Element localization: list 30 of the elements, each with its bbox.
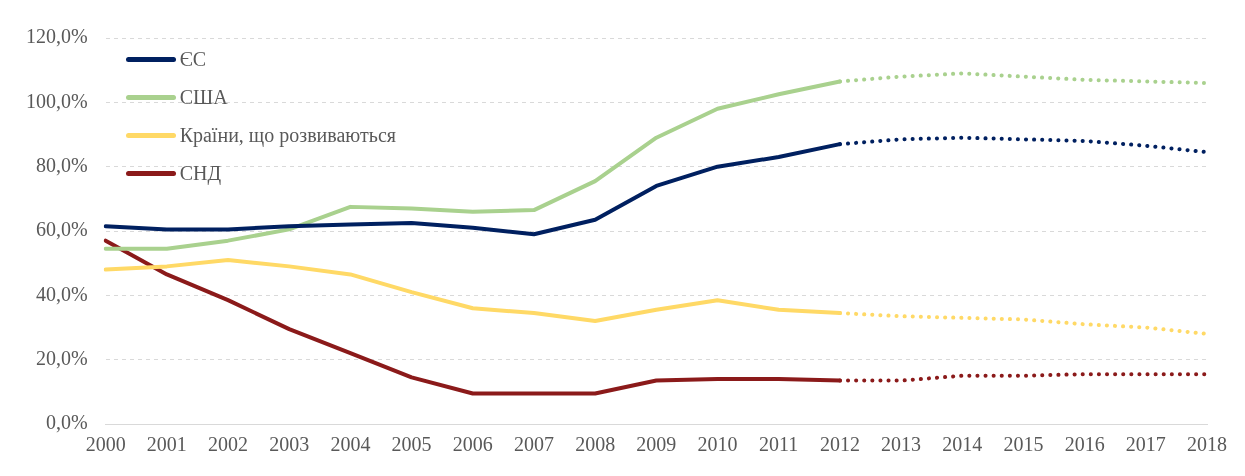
y-tick-label: 80,0% xyxy=(35,153,88,176)
x-tick-label: 2014 xyxy=(942,433,983,456)
x-tick-label: 2003 xyxy=(269,433,310,456)
y-tick-label: 120,0% xyxy=(25,25,88,48)
x-tick-label: 2018 xyxy=(1187,433,1227,456)
x-tick-label: 2017 xyxy=(1125,433,1166,456)
y-tick-label: 0,0% xyxy=(45,411,88,434)
x-tick-label: 2011 xyxy=(759,433,799,456)
x-tick-label: 2005 xyxy=(391,433,432,456)
x-tick-label: 2000 xyxy=(85,433,126,456)
x-tick-label: 2013 xyxy=(881,433,922,456)
x-tick-label: 2001 xyxy=(146,433,187,456)
x-tick-label: 2015 xyxy=(1003,433,1044,456)
x-tick-label: 2012 xyxy=(819,433,860,456)
legend-label: Країни, що розвиваються xyxy=(179,123,396,147)
legend-label: СНД xyxy=(179,161,222,185)
x-tick-label: 2009 xyxy=(636,433,677,456)
x-tick-label: 2010 xyxy=(697,433,738,456)
y-tick-label: 40,0% xyxy=(35,282,88,305)
x-tick-label: 2008 xyxy=(575,433,616,456)
y-tick-label: 20,0% xyxy=(35,346,88,369)
y-tick-label: 100,0% xyxy=(25,89,88,112)
x-tick-label: 2002 xyxy=(208,433,249,456)
x-tick-label: 2004 xyxy=(330,433,371,456)
legend-label: ЄС xyxy=(179,47,207,71)
x-tick-label: 2006 xyxy=(452,433,493,456)
x-tick-label: 2007 xyxy=(513,433,554,456)
x-tick-label: 2016 xyxy=(1064,433,1105,456)
legend-label: США xyxy=(179,85,228,109)
y-tick-label: 60,0% xyxy=(35,218,88,241)
